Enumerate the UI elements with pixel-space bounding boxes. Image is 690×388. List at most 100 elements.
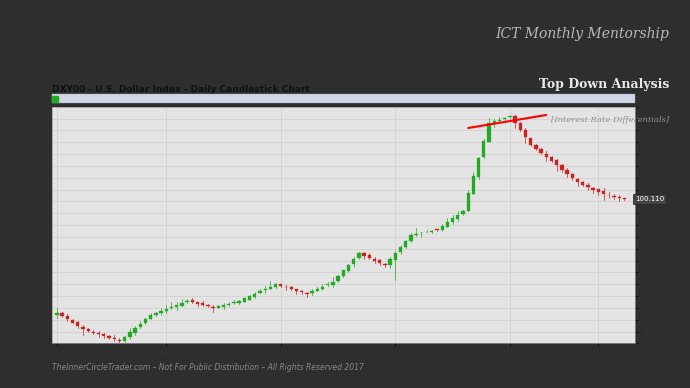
Bar bbox=[493, 121, 496, 124]
Bar bbox=[566, 170, 569, 174]
Bar bbox=[206, 305, 210, 307]
Bar bbox=[233, 302, 235, 303]
Bar bbox=[118, 340, 121, 341]
Bar bbox=[357, 253, 361, 258]
Bar bbox=[399, 247, 402, 252]
Bar bbox=[310, 291, 314, 293]
Bar bbox=[217, 307, 220, 308]
FancyBboxPatch shape bbox=[52, 94, 635, 103]
Bar bbox=[612, 196, 615, 197]
Bar bbox=[76, 322, 79, 326]
Bar bbox=[243, 298, 246, 302]
Bar bbox=[258, 291, 262, 293]
Bar bbox=[331, 282, 335, 285]
Bar bbox=[279, 284, 282, 286]
Text: [Interest Rate Differentials]: [Interest Rate Differentials] bbox=[551, 116, 669, 125]
Bar bbox=[451, 218, 454, 222]
Bar bbox=[383, 264, 386, 265]
Bar bbox=[378, 260, 382, 263]
Bar bbox=[290, 287, 293, 289]
Text: ICT Monthly Mentorship: ICT Monthly Mentorship bbox=[495, 27, 669, 41]
Bar bbox=[92, 332, 95, 333]
Bar bbox=[347, 265, 350, 270]
Bar bbox=[560, 165, 564, 170]
Bar bbox=[586, 185, 590, 187]
Bar bbox=[165, 309, 168, 311]
Bar bbox=[477, 158, 480, 177]
Bar bbox=[420, 233, 423, 234]
Bar bbox=[524, 130, 527, 137]
Bar bbox=[268, 287, 272, 289]
Bar bbox=[139, 324, 142, 327]
Bar bbox=[295, 289, 298, 291]
Bar bbox=[368, 255, 371, 258]
Text: 100.110: 100.110 bbox=[635, 196, 664, 202]
Bar bbox=[618, 197, 621, 198]
Bar bbox=[305, 293, 308, 294]
Bar bbox=[237, 301, 241, 303]
Bar bbox=[154, 313, 157, 315]
Bar bbox=[472, 176, 475, 194]
Bar bbox=[186, 301, 189, 302]
Bar bbox=[211, 307, 215, 308]
Bar bbox=[342, 270, 345, 276]
Bar bbox=[108, 336, 110, 338]
Bar bbox=[300, 291, 304, 292]
Bar bbox=[71, 320, 75, 322]
Bar bbox=[133, 328, 137, 333]
Bar bbox=[86, 329, 90, 331]
Text: Op:100.080, Hi:100.170, Lo:100.000, Cl:100.110: Op:100.080, Hi:100.170, Lo:100.000, Cl:1… bbox=[62, 96, 239, 102]
Bar bbox=[540, 149, 543, 153]
Bar bbox=[446, 222, 449, 227]
Bar bbox=[170, 307, 173, 308]
Bar bbox=[373, 259, 376, 261]
Bar bbox=[571, 174, 574, 178]
Bar bbox=[321, 287, 324, 289]
Bar bbox=[529, 138, 533, 145]
Bar bbox=[227, 304, 230, 305]
Bar bbox=[222, 305, 225, 307]
Bar bbox=[128, 333, 132, 337]
Bar bbox=[149, 315, 152, 319]
Bar bbox=[66, 315, 69, 319]
Bar bbox=[534, 145, 538, 149]
Bar bbox=[352, 259, 355, 265]
Text: DXY00 - U.S. Dollar Index - Daily Candlestick Chart: DXY00 - U.S. Dollar Index - Daily Candle… bbox=[52, 85, 310, 94]
Bar bbox=[81, 327, 85, 329]
Bar bbox=[409, 234, 413, 241]
Bar bbox=[180, 303, 184, 306]
Bar bbox=[362, 253, 366, 256]
Bar bbox=[404, 241, 407, 247]
Bar bbox=[466, 193, 470, 211]
Bar bbox=[394, 253, 397, 260]
Bar bbox=[102, 334, 106, 336]
Bar bbox=[544, 154, 548, 157]
Bar bbox=[97, 333, 100, 334]
Bar bbox=[144, 319, 147, 323]
Bar bbox=[622, 198, 626, 199]
Bar bbox=[264, 289, 267, 290]
Bar bbox=[196, 302, 199, 304]
Bar bbox=[315, 289, 319, 291]
Bar bbox=[550, 157, 553, 161]
Bar bbox=[503, 118, 506, 119]
Bar bbox=[591, 188, 595, 190]
Bar bbox=[159, 311, 163, 313]
Bar bbox=[284, 287, 288, 288]
Bar bbox=[112, 338, 116, 340]
Bar bbox=[415, 234, 418, 235]
Bar bbox=[190, 300, 194, 302]
Bar bbox=[597, 189, 600, 192]
Bar bbox=[253, 294, 257, 297]
Bar bbox=[248, 296, 251, 300]
Bar bbox=[576, 178, 579, 182]
Bar bbox=[519, 123, 522, 130]
Bar bbox=[482, 141, 486, 158]
Bar bbox=[497, 120, 501, 121]
Bar bbox=[555, 160, 558, 165]
Bar bbox=[581, 182, 584, 185]
Bar bbox=[456, 215, 460, 219]
Bar bbox=[430, 231, 433, 232]
Bar bbox=[201, 303, 204, 305]
Bar bbox=[55, 313, 59, 315]
